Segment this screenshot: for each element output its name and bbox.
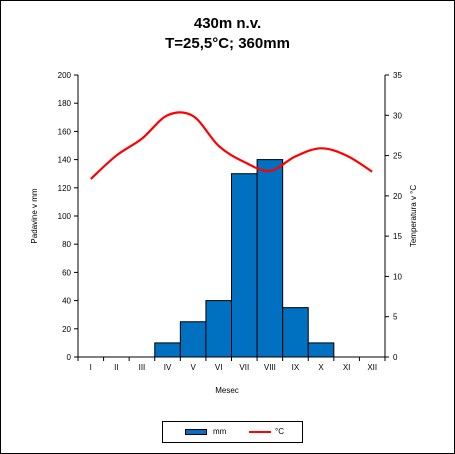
legend-bar-swatch [185,429,207,435]
y-left-tick-label: 80 [62,240,71,249]
x-tick-label-II: II [114,363,118,372]
bars-group [154,159,335,358]
axes-group [74,74,389,361]
bar-VIII [256,159,284,358]
temperature-line [90,111,373,180]
bar-IX [282,307,309,358]
line-group [90,111,373,180]
y-right-tick-label: 5 [393,313,398,322]
x-tick-label-XII: XII [367,363,377,372]
y-left-tick-label: 160 [58,127,72,136]
y-left-tick-label: 20 [62,325,71,334]
x-tick-label-I: I [90,363,92,372]
x-tick-label-IX: IX [292,363,300,372]
x-tick-label-VII: VII [239,363,249,372]
y-left-tick-label: 40 [62,297,71,306]
legend-bar-label: mm [213,427,227,436]
y-right-tick-label: 0 [393,353,398,362]
x-axis-title: Mesec [215,386,239,395]
y-right-tick-label: 30 [393,111,402,120]
y-right-axis-title: Temperatura v °C [409,185,418,248]
y-right-tick-label: 10 [393,272,402,281]
title-line-1: 430m n.v. [193,15,262,32]
y-left-tick-label: 140 [58,156,72,165]
bar-VI [205,300,233,358]
y-left-tick-label: 0 [67,353,72,362]
x-tick-label-VIII: VIII [264,363,276,372]
x-tick-label-VI: VI [215,363,223,372]
y-left-tick-label: 60 [62,268,71,277]
x-tick-label-V: V [190,363,196,372]
legend-line-label: °C [275,427,284,436]
labels-group: 0 20 40 60 80 100 120 140 160 180 200 0 5 10 15 20 25 30 3… [30,71,418,395]
bar-V [179,321,207,358]
y-left-tick-label: 200 [58,71,72,80]
bar-X [307,342,335,358]
x-tick-label-X: X [318,363,324,372]
y-right-tick-label: 35 [393,71,402,80]
legend-line-swatch [249,431,271,433]
bar-IV [154,342,181,358]
y-left-axis-title: Padavine v mm [30,188,39,243]
bar-VII [231,173,258,358]
y-right-tick-label: 15 [393,232,402,241]
legend: mm °C [162,421,303,443]
y-right-tick-label: 20 [393,192,402,201]
y-left-tick-label: 180 [58,99,72,108]
title-line-2: T=25,5°C; 360mm [165,35,290,52]
y-left-tick-label: 120 [58,184,72,193]
y-left-tick-label: 100 [58,212,72,221]
x-tick-label-III: III [139,363,146,372]
x-tick-label-XI: XI [343,363,351,372]
x-tick-label-IV: IV [164,363,172,372]
chart-title: 430m n.v. T=25,5°C; 360mm [0,14,455,54]
y-right-tick-label: 25 [393,152,402,161]
